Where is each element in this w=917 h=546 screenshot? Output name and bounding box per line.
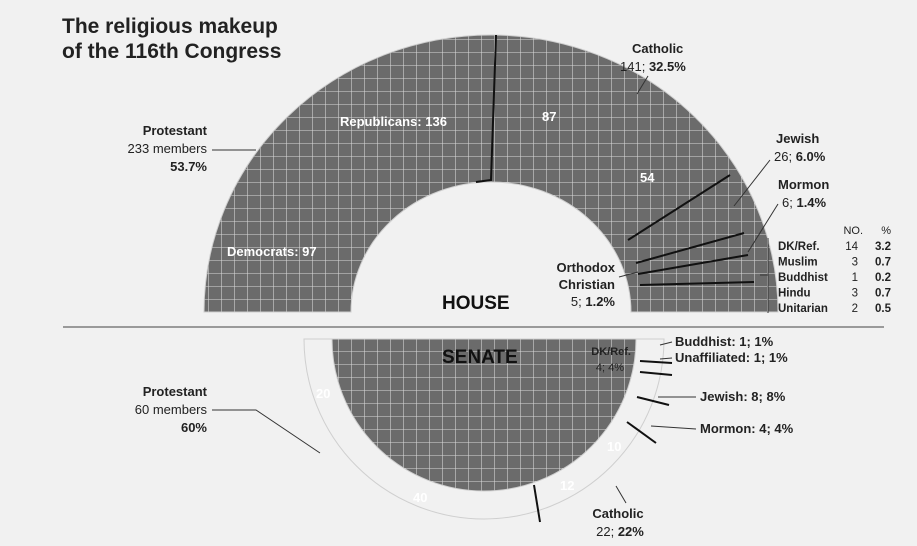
house-catholic-leader	[636, 75, 649, 95]
senate-catholic-rep: 12	[560, 478, 574, 493]
senate-catholic-leader	[615, 485, 627, 504]
republicans-label: Republicans: 136	[340, 114, 447, 129]
house-mormon-label: Mormon	[778, 177, 829, 192]
boundary-jewish-mormon	[635, 232, 745, 264]
house-orthodox-leader	[618, 271, 639, 278]
boundary-mormon-catholic	[626, 421, 657, 444]
table-pct-buddhist: 0.2	[875, 272, 891, 284]
senate-boundaries	[533, 360, 673, 523]
senate-unaffiliated-leader	[659, 357, 673, 360]
boundary-mormon-orthodox	[637, 254, 749, 275]
table-label-muslim: Muslim	[778, 257, 818, 269]
boundary-catholic-jewish	[627, 174, 731, 241]
table-no-buddhist: 1	[852, 272, 858, 284]
table-label-hindu: Hindu	[778, 288, 811, 300]
senate-catholic-label: Catholic	[592, 506, 643, 521]
senate-dk-figure: 4; 4%	[596, 362, 624, 374]
senate-unaffiliated-label: Unaffiliated: 1; 1%	[675, 350, 788, 365]
senate-mormon-leader	[650, 425, 697, 430]
senate-protestant-count: 60 members	[135, 402, 208, 417]
table-no-dk-ref: 14	[845, 241, 858, 253]
senate-buddhist-leader	[659, 341, 673, 346]
house-mormon-figure: 6; 1.4%	[782, 195, 827, 210]
senate-label: SENATE	[442, 347, 518, 368]
senate-catholic-figure: 22; 22%	[596, 524, 644, 539]
house-other-table: NO. % DK/Ref. 14 3.2 Muslim 3 0.7 Buddhist 1 0.2…	[760, 225, 892, 315]
boundary-unaff-dk	[639, 360, 673, 364]
house-label: HOUSE	[442, 293, 510, 314]
house-jewish-label: Jewish	[776, 131, 819, 146]
boundary-jewish-mormon-s	[636, 396, 670, 406]
senate-catholic-dem: 10	[607, 439, 621, 454]
house-orthodox-label2: Christian	[559, 277, 615, 292]
chart-title-line1: The religious makeup	[62, 15, 278, 38]
table-col-pct: %	[881, 225, 891, 237]
senate-ring	[303, 338, 665, 520]
house-mormon-leader	[747, 203, 779, 253]
catholic-dem-count: 54	[640, 170, 655, 185]
house-catholic-label: Catholic	[632, 41, 683, 56]
house-catholic-figure: 141; 32.5%	[620, 59, 686, 74]
senate-protestant-leader	[212, 409, 321, 454]
table-pct-muslim: 0.7	[875, 257, 891, 269]
house-jewish-leader	[733, 159, 771, 207]
table-pct-unitarian: 0.5	[875, 303, 892, 315]
table-label-dk-ref: DK/Ref.	[778, 241, 820, 253]
house-protestant-label: Protestant	[143, 123, 208, 138]
democrats-label: Democrats: 97	[227, 244, 317, 259]
senate-protestant-label: Protestant	[143, 384, 208, 399]
house-jewish-figure: 26; 6.0%	[774, 149, 826, 164]
house-orthodox-figure: 5; 1.2%	[571, 294, 616, 309]
boundary-protestant-catholic	[475, 34, 497, 183]
table-no-hindu: 3	[852, 288, 858, 300]
senate-dk-label: DK/Ref.	[591, 346, 631, 358]
senate-jewish-label: Jewish: 8; 8%	[700, 389, 786, 404]
boundary-dk-jewish	[639, 371, 673, 376]
chart-title-line2: of the 116th Congress	[62, 40, 281, 63]
table-pct-dk-ref: 3.2	[875, 241, 891, 253]
table-label-unitarian: Unitarian	[778, 303, 828, 315]
boundary-orthodox-other	[639, 281, 755, 286]
table-pct-hindu: 0.7	[875, 288, 891, 300]
senate-protestant-pct: 60%	[181, 420, 207, 435]
table-no-muslim: 3	[852, 257, 858, 269]
senate-buddhist-label: Buddhist: 1; 1%	[675, 334, 774, 349]
house-boundaries	[475, 34, 755, 286]
senate-protestant-rep: 20	[316, 386, 330, 401]
house-orthodox-label1: Orthodox	[557, 260, 616, 275]
house-protestant-count: 233 members	[128, 141, 208, 156]
table-col-no: NO.	[843, 225, 863, 237]
house-protestant-pct: 53.7%	[170, 159, 207, 174]
senate-mormon-label: Mormon: 4; 4%	[700, 421, 794, 436]
boundary-catholic-protestant	[533, 484, 541, 523]
table-label-buddhist: Buddhist	[778, 272, 828, 284]
catholic-rep-count: 87	[542, 109, 556, 124]
senate-protestant-dem: 40	[413, 490, 427, 505]
table-no-unitarian: 2	[852, 303, 858, 315]
